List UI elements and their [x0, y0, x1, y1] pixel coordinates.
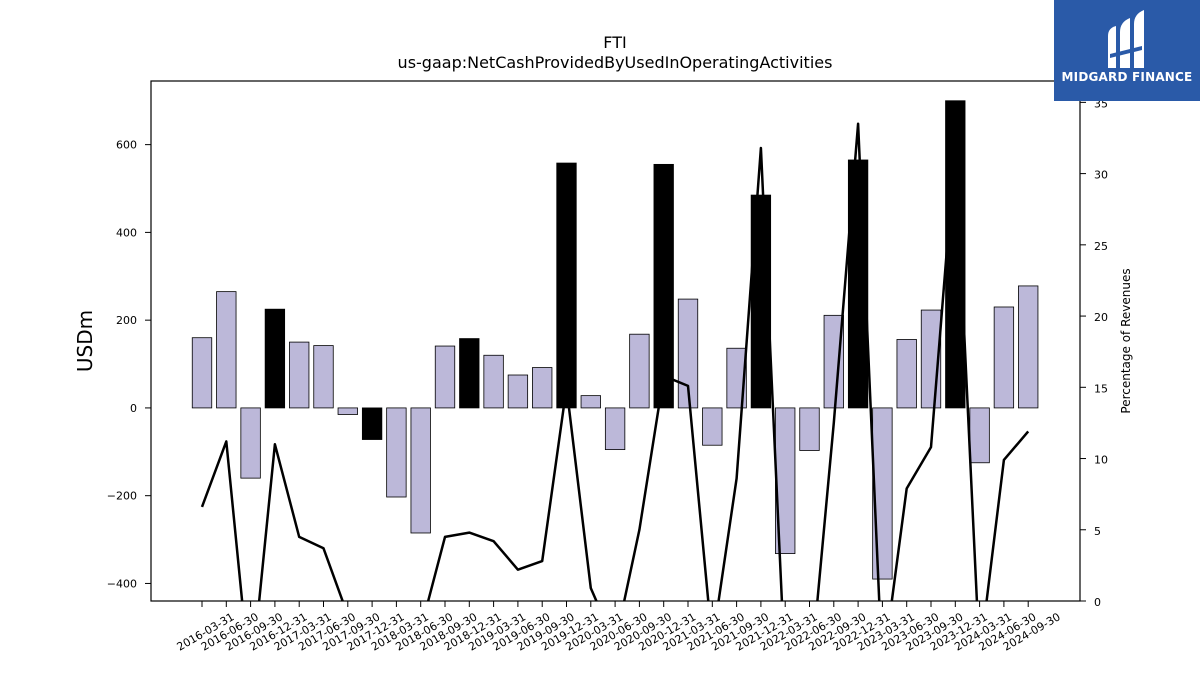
x-axis: 2016-03-312016-06-302016-09-302016-12-31…	[175, 601, 1063, 654]
y-tick-label: 200	[116, 314, 137, 327]
logo-mark-icon	[1108, 10, 1144, 68]
bar-2021-03-31	[677, 298, 699, 409]
bar-2017-12-31	[361, 407, 383, 440]
bar-2017-06-30	[313, 345, 334, 409]
bar-2018-03-31	[386, 407, 407, 498]
bar-2018-09-30	[434, 345, 456, 409]
bar-2022-06-30	[799, 407, 820, 451]
bar-2024-06-30	[993, 306, 1015, 409]
logo-text: MIDGARD FINANCE	[1061, 70, 1193, 84]
bar-2020-06-30	[604, 407, 626, 451]
chart-subtitle: us-gaap:NetCashProvidedByUsedInOperating…	[398, 53, 833, 72]
y2-tick-label: 30	[1094, 169, 1108, 182]
bars-layer	[191, 100, 1039, 580]
bar-2018-06-30	[410, 407, 431, 534]
bar-2019-09-30	[532, 367, 553, 409]
y-tick-label: −400	[107, 577, 137, 590]
percentage-line	[200, 122, 1030, 601]
bar-2021-09-30	[726, 347, 747, 409]
bar-2018-12-31	[459, 338, 480, 409]
y2-tick-label: 15	[1094, 382, 1108, 395]
bar-2016-09-30	[240, 407, 261, 479]
bar-2019-06-30	[507, 374, 529, 409]
y-tick-label: 600	[116, 139, 137, 152]
bar-2020-12-31	[653, 163, 674, 409]
bar-2024-09-30	[1018, 285, 1039, 409]
bar-2024-03-31	[969, 407, 990, 464]
y-axis-label: USDm	[73, 310, 97, 372]
y2-tick-label: 20	[1094, 311, 1108, 324]
chart-title: FTI	[603, 33, 626, 52]
brand-logo: MIDGARD FINANCE	[1054, 0, 1200, 101]
bar-2017-03-31	[289, 341, 310, 409]
y2-tick-label: 0	[1094, 596, 1101, 609]
bar-2023-06-30	[896, 339, 917, 409]
y2-axis-label: Percentage of Revenues	[1119, 268, 1133, 413]
bar-2019-03-31	[483, 354, 504, 409]
bar-2019-12-31	[556, 162, 577, 409]
y-axis: −400 −200 0 200 400 600	[107, 139, 151, 590]
bar-2016-03-31	[191, 337, 213, 409]
bar-2020-03-31	[580, 395, 601, 409]
y-tick-label: −200	[107, 490, 137, 503]
line-layer	[200, 122, 1030, 601]
y-tick-label: 0	[130, 402, 137, 415]
bar-2020-09-30	[629, 333, 650, 409]
y2-tick-label: 10	[1094, 454, 1108, 467]
bar-2017-09-30	[337, 407, 358, 415]
bar-2021-06-30	[702, 407, 723, 446]
bar-2016-12-31	[264, 308, 286, 409]
bar-2016-06-30	[216, 291, 237, 409]
y2-tick-label: 25	[1094, 240, 1108, 253]
y-tick-label: 400	[116, 226, 137, 239]
y2-tick-label: 5	[1094, 525, 1101, 538]
